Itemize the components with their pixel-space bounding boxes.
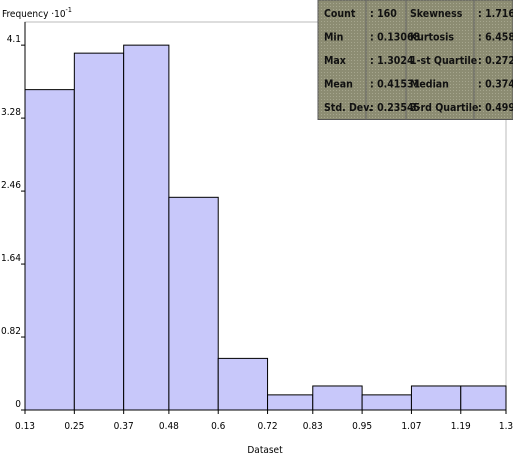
x-tick-label: 1.3 bbox=[499, 421, 513, 432]
bar bbox=[168, 196, 219, 411]
stats-cell: Mean bbox=[324, 79, 353, 91]
y-tick-label: 0 bbox=[15, 399, 21, 410]
x-tick-label: 0.13 bbox=[15, 421, 35, 432]
x-axis-label: Dataset bbox=[247, 445, 283, 456]
x-tick-label: 0.25 bbox=[64, 421, 84, 432]
bar bbox=[123, 44, 170, 411]
stats-cell: Count bbox=[324, 8, 356, 20]
bar bbox=[267, 394, 314, 411]
bar bbox=[410, 385, 462, 411]
stats-cell: : 0.4994 bbox=[478, 102, 513, 114]
stats-cell: : 0.23545 bbox=[370, 102, 420, 114]
bar bbox=[217, 357, 269, 411]
x-tick-label: 1.07 bbox=[401, 421, 421, 432]
x-tick-label: 0.37 bbox=[114, 421, 134, 432]
bar bbox=[361, 394, 412, 411]
stats-cell: : 160 bbox=[370, 8, 397, 20]
stats-cell: Max bbox=[324, 55, 346, 67]
stats-cell: 3-rd Quartile bbox=[410, 102, 478, 114]
stats-cell: Median bbox=[410, 79, 449, 91]
bar bbox=[73, 52, 125, 411]
stats-cell: : 0.13068 bbox=[370, 32, 420, 44]
y-axis-label: Frequency ·10-1 bbox=[2, 6, 72, 20]
stats-cell: : 1.7166 bbox=[478, 8, 513, 20]
x-tick-label: 0.6 bbox=[211, 421, 226, 432]
stats-cell: : 0.374 bbox=[478, 79, 513, 91]
bar bbox=[24, 89, 75, 411]
y-tick-label: 2.46 bbox=[1, 180, 21, 191]
x-tick-label: 1.19 bbox=[451, 421, 471, 432]
y-tick-label: 3.28 bbox=[1, 107, 21, 118]
x-tick-label: 0.95 bbox=[352, 421, 372, 432]
stats-box bbox=[317, 0, 513, 120]
y-tick-label: 1.64 bbox=[1, 253, 21, 264]
stats-cell: Skewness bbox=[410, 8, 463, 20]
stats-cell: 1-st Quartile bbox=[410, 55, 477, 67]
stats-cell: Min bbox=[324, 32, 343, 44]
y-tick-label: 0.82 bbox=[1, 326, 21, 337]
x-tick-label: 0.48 bbox=[159, 421, 179, 432]
x-tick-label: 0.83 bbox=[303, 421, 323, 432]
bar bbox=[312, 385, 363, 411]
stats-cell: : 1.3024 bbox=[370, 55, 414, 67]
stats-cell: Std. Dev. bbox=[324, 102, 372, 114]
stats-cell: Kurtosis bbox=[410, 32, 454, 44]
x-tick-label: 0.72 bbox=[258, 421, 278, 432]
bar bbox=[460, 385, 507, 411]
stats-cell: : 6.4584 bbox=[478, 32, 513, 44]
stats-cell: : 0.2728 bbox=[478, 55, 513, 67]
stats-cell: : 0.41531 bbox=[370, 79, 420, 91]
y-tick-label: 4.1 bbox=[7, 34, 21, 45]
